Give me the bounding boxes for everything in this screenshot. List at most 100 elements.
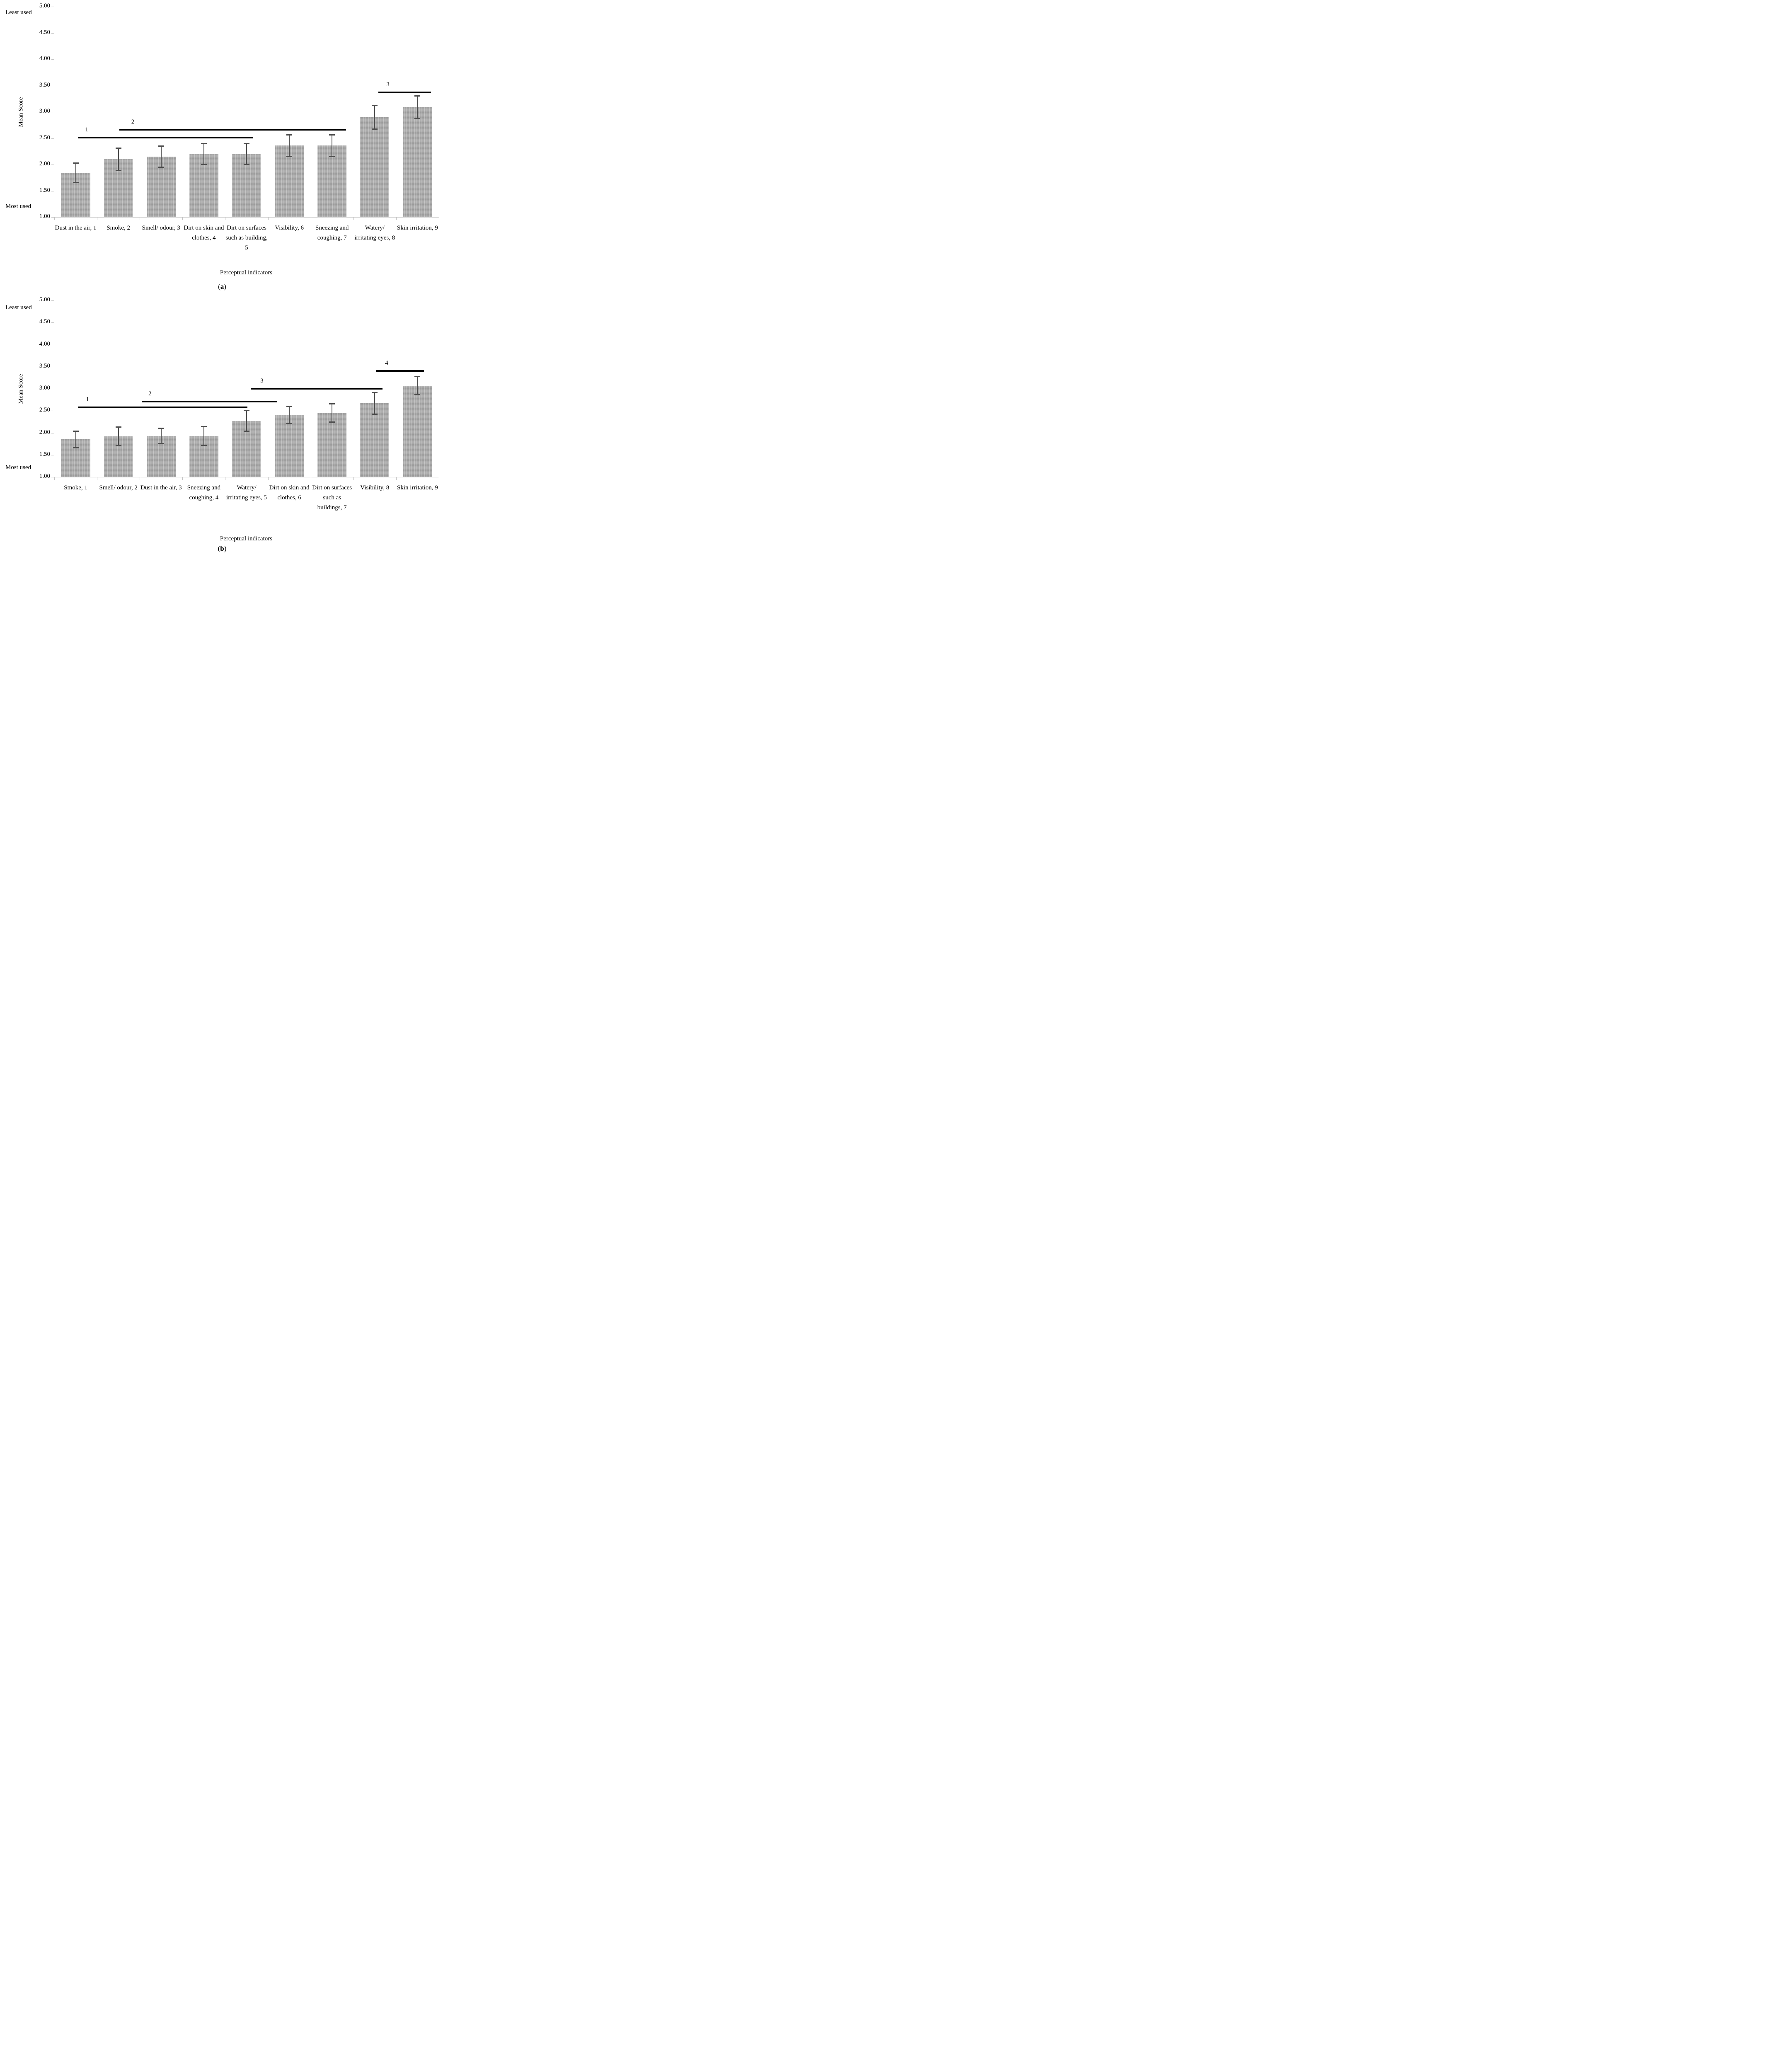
least-used-label: Least used bbox=[5, 304, 32, 311]
error-bar-cap-top bbox=[414, 376, 421, 378]
error-bar-cap-top bbox=[414, 95, 421, 97]
most-used-label: Most used bbox=[5, 464, 31, 471]
x-category-label: Dirt on surfaces such as building, 5 bbox=[225, 225, 268, 251]
error-bar-cap-top bbox=[329, 403, 335, 405]
y-tick-label: 2.50 bbox=[39, 407, 50, 414]
caption-b: (b) bbox=[0, 545, 444, 553]
error-bar-cap-bottom bbox=[372, 128, 378, 130]
x-category-label: Skin irritation, 9 bbox=[397, 225, 438, 231]
error-bar-cap-top bbox=[329, 134, 335, 136]
x-tick-mark bbox=[268, 217, 269, 220]
x-axis-title: Perceptual indicators bbox=[220, 269, 273, 276]
y-axis-title: Mean Score bbox=[17, 374, 24, 404]
caption-paren: ( bbox=[218, 545, 220, 552]
significance-label: 3 bbox=[386, 81, 390, 88]
y-tick-mark bbox=[51, 322, 54, 323]
significance-label: 4 bbox=[385, 360, 388, 367]
significance-line bbox=[378, 92, 431, 93]
y-axis-title: Mean Score bbox=[17, 97, 24, 127]
x-category-label: Visibility, 6 bbox=[275, 225, 304, 231]
y-tick-label: 3.00 bbox=[39, 108, 50, 114]
plot-area-b: 5.00 4.50 4.00 3.50 3.00 2.50 2.00 1.50 1.00 Smok… bbox=[39, 296, 439, 511]
y-tick-mark bbox=[51, 300, 54, 301]
error-bar-line bbox=[374, 392, 375, 414]
x-tick-mark bbox=[182, 477, 183, 480]
x-category-label: Dirt on skin and clothes, 4 bbox=[184, 225, 224, 241]
caption-letter: b bbox=[220, 545, 224, 552]
x-category-label: Watery/ irritating eyes, 5 bbox=[226, 484, 267, 501]
x-tick-mark bbox=[396, 217, 397, 220]
x-tick-mark bbox=[396, 477, 397, 480]
y-tick-label: 3.00 bbox=[39, 385, 50, 391]
x-axis-title: Perceptual indicators bbox=[220, 535, 273, 542]
error-bar-cap-bottom bbox=[244, 163, 249, 165]
most-used-label: Most used bbox=[5, 203, 31, 210]
significance-label: 2 bbox=[148, 390, 152, 397]
error-bar-line bbox=[160, 428, 162, 444]
significance-label: 2 bbox=[131, 119, 135, 126]
error-bar-cap-top bbox=[286, 134, 293, 136]
error-bar-line bbox=[289, 406, 290, 424]
y-tick-mark bbox=[51, 217, 54, 218]
x-category-label: Sneezing and coughing, 4 bbox=[187, 484, 221, 501]
error-bar-line bbox=[417, 377, 418, 395]
significance-line bbox=[77, 406, 248, 408]
error-bar-line bbox=[374, 105, 375, 129]
error-bar-cap-top bbox=[73, 162, 79, 164]
error-bar-cap-bottom bbox=[115, 169, 121, 171]
error-bar-cap-top bbox=[201, 426, 207, 427]
y-tick-mark bbox=[51, 59, 54, 60]
error-bar-cap-bottom bbox=[329, 155, 335, 157]
error-bar-line bbox=[203, 426, 204, 445]
plot-area-a: 5.00 4.50 4.00 3.50 3.00 2.50 2.00 1.50 1.00 Dust… bbox=[39, 2, 439, 251]
error-bar-cap-bottom bbox=[73, 182, 79, 184]
y-tick-label: 5.00 bbox=[39, 2, 50, 9]
caption-paren: ( bbox=[218, 283, 220, 290]
bar bbox=[360, 117, 390, 217]
bar bbox=[275, 414, 304, 477]
error-bar-cap-top bbox=[201, 143, 207, 145]
bar bbox=[317, 145, 347, 217]
least-used-label: Least used bbox=[5, 9, 32, 16]
figure: Least used Mean Score Most used 5.00 4.50… bbox=[0, 0, 444, 555]
caption-a: (a) bbox=[0, 283, 444, 291]
error-bar-cap-top bbox=[286, 405, 293, 407]
caption-paren: ) bbox=[224, 283, 226, 290]
error-bar-cap-bottom bbox=[329, 421, 335, 423]
figure-panel-a: Least used Mean Score Most used 5.00 4.50… bbox=[0, 0, 444, 290]
error-bar-cap-bottom bbox=[372, 413, 378, 415]
x-category-label: Smoke, 1 bbox=[64, 484, 87, 491]
y-tick-label: 1.00 bbox=[39, 213, 50, 220]
y-tick-label: 3.50 bbox=[39, 362, 50, 369]
significance-label: 1 bbox=[86, 396, 89, 403]
error-bar-line bbox=[203, 144, 204, 164]
y-tick-label: 3.50 bbox=[39, 81, 50, 88]
y-tick-label: 1.50 bbox=[39, 186, 50, 194]
y-tick-label: 2.00 bbox=[39, 160, 50, 167]
y-tick-label: 4.50 bbox=[39, 29, 50, 36]
y-tick-mark bbox=[51, 138, 54, 139]
y-tick-mark bbox=[51, 33, 54, 34]
error-bar-cap-bottom bbox=[115, 445, 121, 447]
x-tick-mark bbox=[353, 217, 354, 220]
error-bar-cap-bottom bbox=[201, 445, 207, 446]
x-tick-mark bbox=[54, 477, 55, 480]
error-bar-line bbox=[118, 148, 119, 170]
bar bbox=[403, 385, 432, 477]
error-bar-cap-top bbox=[158, 145, 164, 147]
error-bar-cap-top bbox=[158, 427, 164, 429]
error-bar-cap-top bbox=[372, 104, 378, 106]
y-tick-label: 4.50 bbox=[39, 318, 50, 325]
x-category-label: Dust in the air, 1 bbox=[55, 225, 97, 231]
error-bar-cap-bottom bbox=[414, 394, 421, 395]
x-category-label: Dust in the air, 3 bbox=[140, 484, 182, 491]
error-bar-cap-top bbox=[115, 147, 121, 149]
caption-paren: ) bbox=[224, 545, 227, 552]
error-bar-cap-bottom bbox=[414, 118, 421, 119]
figure-panel-b: Least used Mean Score Most used 5.00 4.50… bbox=[0, 290, 444, 555]
significance-line bbox=[77, 137, 253, 139]
x-category-label: Smell/ odour, 2 bbox=[99, 484, 138, 491]
x-tick-mark bbox=[268, 477, 269, 480]
bar bbox=[189, 436, 218, 477]
error-bar-cap-bottom bbox=[201, 163, 207, 165]
